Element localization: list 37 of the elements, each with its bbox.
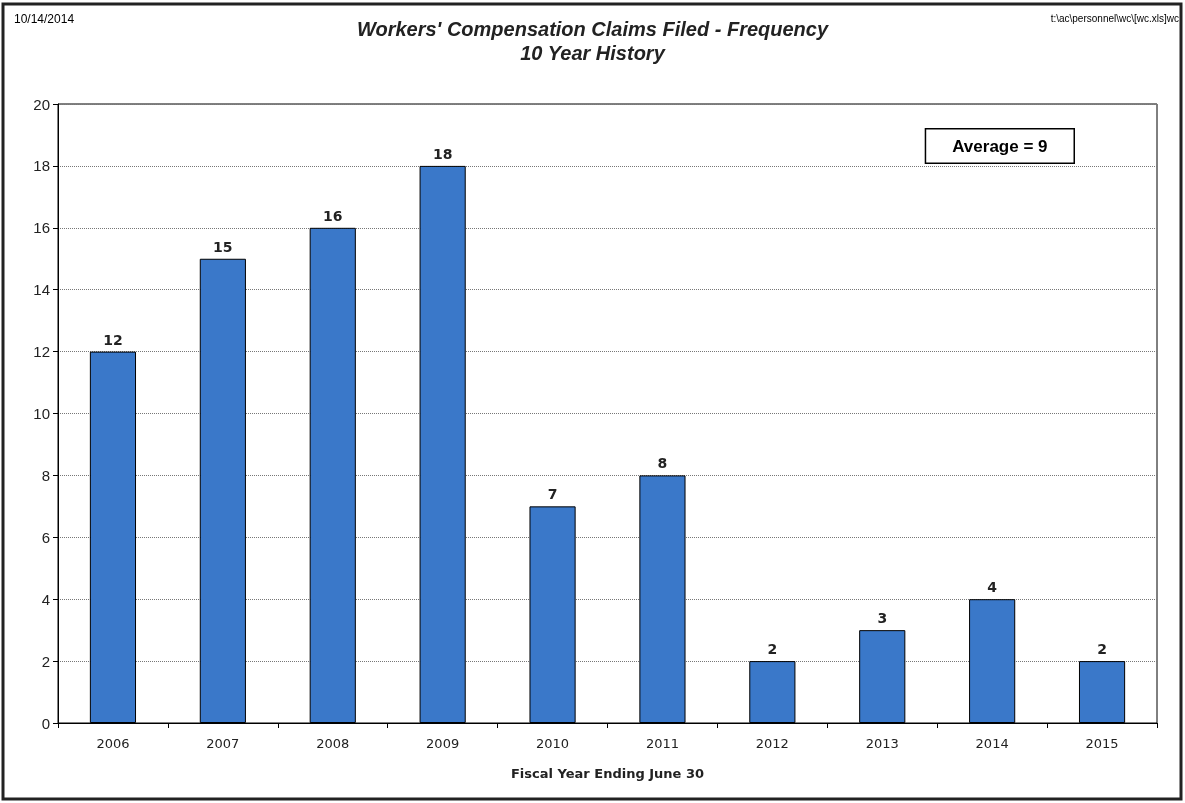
data-label: 2 [1097,641,1107,658]
data-label: 7 [547,486,558,503]
x-tick-label: 2013 [865,736,899,751]
data-label: 18 [432,145,453,162]
x-tick-label: 2007 [206,736,240,751]
data-label: 8 [657,455,668,472]
data-label: 4 [987,579,998,596]
y-tick-label: 14 [33,281,50,299]
y-tick-label: 16 [33,219,50,237]
y-tick-label: 4 [41,590,50,608]
x-tick-label: 2010 [536,736,570,751]
y-tick-label: 8 [41,466,50,484]
data-label: 16 [323,207,343,224]
y-tick-label: 6 [41,528,50,546]
y-tick-label: 2 [41,652,50,670]
x-tick-label: 2014 [975,736,1009,751]
data-label: 15 [213,238,233,255]
x-tick-label: 2012 [755,736,789,751]
y-tick-label: 20 [33,95,50,113]
x-tick-label: 2008 [316,736,350,751]
chart-subtitle: 10 Year History [520,42,666,64]
x-tick-label: 2015 [1085,736,1119,751]
y-tick-label: 10 [33,405,50,422]
text: 10/14/2014 [14,12,75,26]
text: t:\ac\personnel\wc\[wc.xls]wc [1050,12,1179,24]
x-tick-label: 2009 [426,736,460,751]
y-tick-label: 12 [33,343,50,361]
x-tick-label: 2011 [645,736,679,751]
y-tick-label: 18 [33,157,50,175]
data-label: 12 [103,331,123,348]
annotation: Average = 9 [952,136,1048,156]
x-axis-title: Fiscal Year Ending June 30 [510,766,705,781]
chart-title: Workers' Compensation Claims Filed - Frequency [356,18,829,40]
data-label: 2 [767,641,778,658]
x-tick-label: 2006 [96,736,130,751]
data-label: 3 [877,610,888,627]
y-tick-label: 0 [41,714,50,732]
